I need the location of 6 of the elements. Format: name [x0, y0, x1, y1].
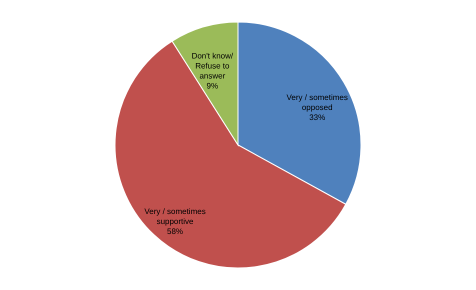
slice-label: Don't know/ Refuse to answer: [192, 52, 234, 81]
slice-label: Very / sometimes opposed: [286, 93, 348, 112]
data-label: 58%: [167, 227, 184, 236]
data-label: 33%: [309, 113, 326, 122]
data-label: 9%: [206, 82, 218, 91]
slice-label: Very / sometimes supportive: [144, 207, 206, 226]
